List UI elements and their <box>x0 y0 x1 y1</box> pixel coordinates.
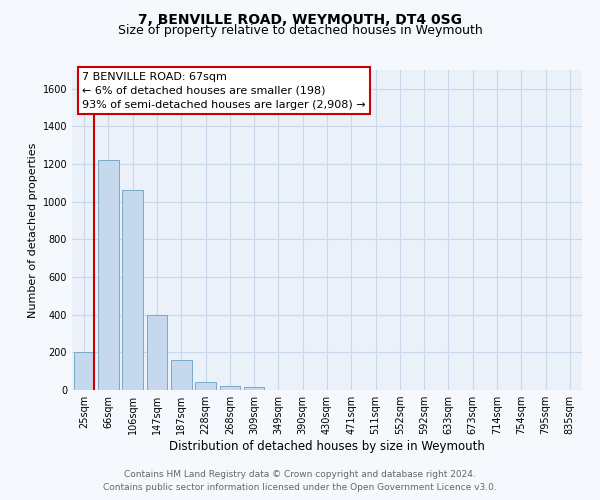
Bar <box>171 360 191 390</box>
X-axis label: Distribution of detached houses by size in Weymouth: Distribution of detached houses by size … <box>169 440 485 453</box>
Bar <box>98 160 119 390</box>
Bar <box>195 382 216 390</box>
Text: 7, BENVILLE ROAD, WEYMOUTH, DT4 0SG: 7, BENVILLE ROAD, WEYMOUTH, DT4 0SG <box>138 12 462 26</box>
Bar <box>146 314 167 390</box>
Bar <box>244 387 265 390</box>
Text: Size of property relative to detached houses in Weymouth: Size of property relative to detached ho… <box>118 24 482 37</box>
Bar <box>220 386 240 390</box>
Bar <box>74 352 94 390</box>
Bar <box>122 190 143 390</box>
Y-axis label: Number of detached properties: Number of detached properties <box>28 142 38 318</box>
Text: 7 BENVILLE ROAD: 67sqm
← 6% of detached houses are smaller (198)
93% of semi-det: 7 BENVILLE ROAD: 67sqm ← 6% of detached … <box>82 72 366 110</box>
Text: Contains HM Land Registry data © Crown copyright and database right 2024.
Contai: Contains HM Land Registry data © Crown c… <box>103 470 497 492</box>
